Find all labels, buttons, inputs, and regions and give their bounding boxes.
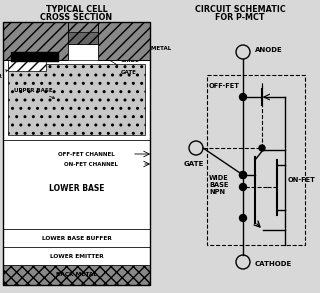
Text: CIRCUIT SCHEMATIC: CIRCUIT SCHEMATIC	[195, 5, 285, 14]
Text: CATHODE: CATHODE	[255, 261, 292, 267]
Text: FRONT METAL: FRONT METAL	[124, 36, 171, 52]
Circle shape	[239, 183, 246, 190]
Circle shape	[239, 214, 246, 222]
Text: GATE: GATE	[86, 46, 137, 74]
Bar	[68, 44, 98, 60]
Circle shape	[259, 145, 265, 151]
Bar	[3, 22, 150, 44]
Bar	[3, 22, 150, 285]
Bar	[3, 247, 150, 265]
Circle shape	[239, 93, 246, 100]
Text: ON-FET CHANNEL: ON-FET CHANNEL	[65, 161, 118, 166]
Circle shape	[239, 171, 246, 178]
Bar	[207, 75, 305, 245]
Bar	[8, 64, 145, 135]
Text: LOWER EMITTER: LOWER EMITTER	[50, 253, 103, 258]
Bar	[11, 52, 59, 62]
Text: CROSS SECTION: CROSS SECTION	[40, 13, 113, 22]
Text: OXIDE: OXIDE	[86, 52, 140, 62]
Text: ANODE: ANODE	[255, 47, 283, 53]
Bar	[3, 265, 150, 285]
Text: TYPICAL CELL: TYPICAL CELL	[46, 5, 108, 14]
Text: EMITTER: EMITTER	[0, 70, 8, 79]
Bar	[8, 49, 46, 71]
Bar	[3, 22, 68, 60]
Circle shape	[239, 171, 246, 178]
Text: OFF-FET CHANNEL: OFF-FET CHANNEL	[58, 151, 115, 156]
Bar	[3, 44, 150, 140]
Bar	[68, 32, 98, 44]
Text: FOR P-MCT: FOR P-MCT	[215, 13, 265, 22]
Text: LOWER BASE: LOWER BASE	[49, 185, 104, 193]
Text: OFF-FET: OFF-FET	[209, 83, 240, 89]
Bar	[98, 22, 150, 60]
Text: WIDE
BASE
NPN: WIDE BASE NPN	[209, 175, 229, 195]
Bar	[3, 140, 150, 229]
Text: SOURCE: SOURCE	[41, 35, 68, 52]
Text: LOWER BASE BUFFER: LOWER BASE BUFFER	[42, 236, 111, 241]
Bar	[3, 229, 150, 247]
Text: BACK METAL: BACK METAL	[56, 272, 97, 277]
Text: UPPER BASE: UPPER BASE	[14, 88, 55, 98]
Text: ON-FET: ON-FET	[288, 177, 316, 183]
Text: GATE: GATE	[184, 161, 204, 167]
